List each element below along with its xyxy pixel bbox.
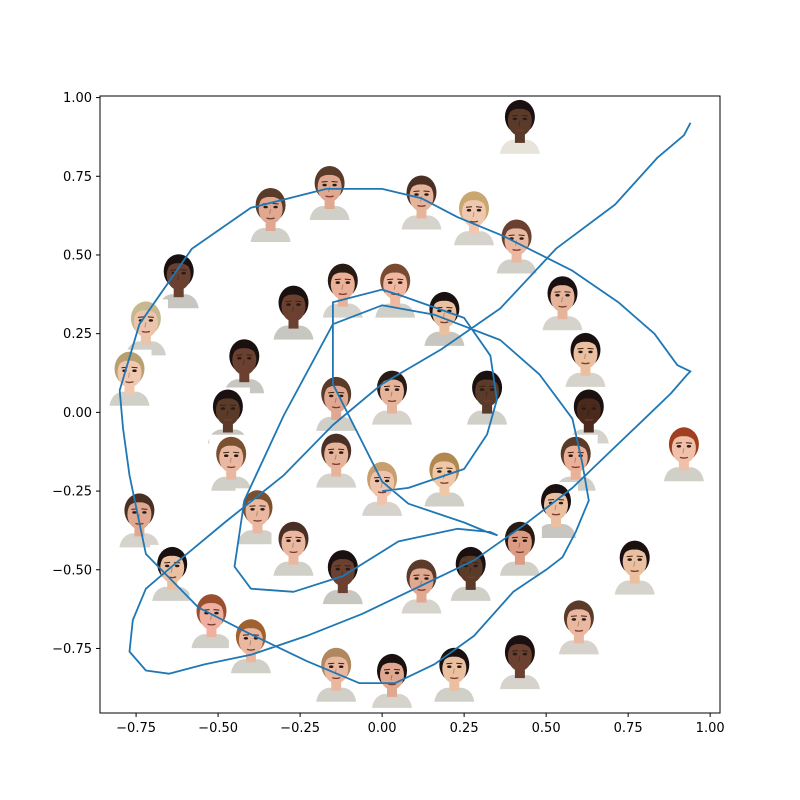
face-thumbnail (422, 450, 467, 507)
face-thumbnail (248, 186, 293, 242)
y-tick-label: 0.50 (63, 248, 92, 263)
y-tick-label: 0.25 (63, 327, 92, 342)
face-thumbnail (497, 519, 542, 576)
face-thumbnail (494, 217, 539, 274)
face-thumbnail (156, 252, 201, 309)
x-tick-label: −0.75 (116, 721, 156, 736)
face-thumbnail (222, 337, 267, 394)
face-images (107, 97, 706, 708)
y-tick-label: −0.50 (52, 563, 92, 578)
face-thumbnail (556, 598, 601, 655)
face-thumbnail (563, 330, 608, 387)
y-tick-label: 0.75 (63, 170, 92, 185)
y-tick-label: 1.00 (63, 91, 92, 106)
x-tick-label: 0.75 (614, 721, 643, 736)
face-thumbnail (271, 519, 316, 576)
x-tick-label: −0.25 (280, 721, 320, 736)
y-tick-label: −0.25 (52, 485, 92, 500)
face-thumbnail (314, 431, 359, 488)
face-thumbnail (320, 261, 365, 318)
face-thumbnail (534, 482, 578, 538)
face-thumbnail (566, 387, 611, 444)
x-tick-label: 0.50 (532, 721, 561, 736)
face-thumbnail (235, 488, 280, 545)
data-line (118, 122, 692, 684)
series-line-0 (118, 122, 692, 684)
face-thumbnail (497, 97, 542, 154)
face-thumbnail (360, 459, 405, 516)
face-thumbnail (123, 299, 168, 356)
face-thumbnail (661, 425, 706, 482)
x-axis: −0.75 −0.50 −0.25 0.00 0.25 0.50 0.75 1.00 (116, 713, 725, 736)
face-thumbnail (117, 491, 162, 548)
face-thumbnail (271, 283, 316, 340)
x-tick-label: 0.00 (368, 721, 397, 736)
x-tick-label: 1.00 (696, 721, 725, 736)
face-thumbnail (448, 544, 493, 601)
face-thumbnail (465, 368, 510, 425)
face-thumbnail (228, 617, 273, 674)
x-tick-label: −0.50 (198, 721, 238, 736)
y-tick-label: −0.75 (52, 642, 92, 657)
face-thumbnail (399, 173, 444, 230)
face-thumbnail (540, 274, 585, 331)
y-axis: −0.75 −0.50 −0.25 0.00 0.25 0.50 0.75 1.00 (52, 91, 100, 657)
y-tick-label: 0.00 (63, 406, 92, 421)
face-thumbnail (209, 434, 254, 491)
axes-frame (99, 95, 721, 714)
face-thumbnail (497, 633, 542, 690)
face-thumbnail (189, 592, 234, 649)
face-thumbnail (432, 645, 477, 702)
face-thumbnail (370, 651, 414, 708)
face-thumbnail (399, 557, 444, 614)
face-thumbnail (370, 368, 414, 425)
face-thumbnail (612, 538, 657, 595)
face-thumbnail (205, 387, 250, 444)
x-tick-label: 0.25 (450, 721, 479, 736)
